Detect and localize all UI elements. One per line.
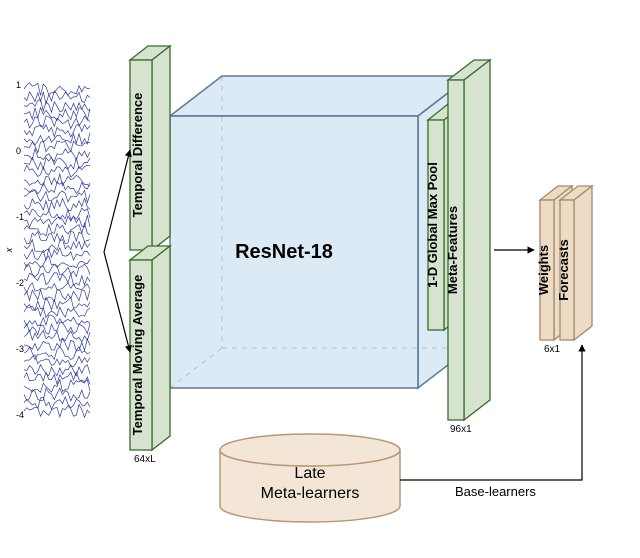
resnet-label: ResNet-18 <box>235 241 333 263</box>
svg-text:Meta-Features: Meta-Features <box>445 206 460 294</box>
svg-text:1: 1 <box>16 80 21 90</box>
svg-text:Meta-learners: Meta-learners <box>261 485 360 502</box>
split-arrow <box>104 150 130 352</box>
signal-plot: 1 0 -1 -2 -3 -4 x <box>4 80 90 420</box>
dim-64xL: 64xL <box>134 454 156 465</box>
svg-text:x: x <box>4 247 14 253</box>
svg-text:0: 0 <box>16 146 21 156</box>
svg-text:-3: -3 <box>16 344 24 354</box>
svg-text:-4: -4 <box>16 410 24 420</box>
dim-6x1: 6x1 <box>544 344 561 355</box>
svg-text:Temporal Moving Average: Temporal Moving Average <box>130 275 145 436</box>
svg-text:Weights: Weights <box>536 245 551 295</box>
svg-text:Temporal Difference: Temporal Difference <box>130 93 145 218</box>
svg-text:Late: Late <box>294 465 325 482</box>
late-meta-learners-cylinder: Late Meta-learners <box>220 434 400 522</box>
svg-text:-2: -2 <box>16 278 24 288</box>
dim-96x1: 96x1 <box>450 424 472 435</box>
svg-text:1-D Global Max Pool: 1-D Global Max Pool <box>425 162 440 288</box>
svg-text:-1: -1 <box>16 212 24 222</box>
svg-text:Forecasts: Forecasts <box>556 239 571 300</box>
base-learners-label: Base-learners <box>455 484 536 499</box>
